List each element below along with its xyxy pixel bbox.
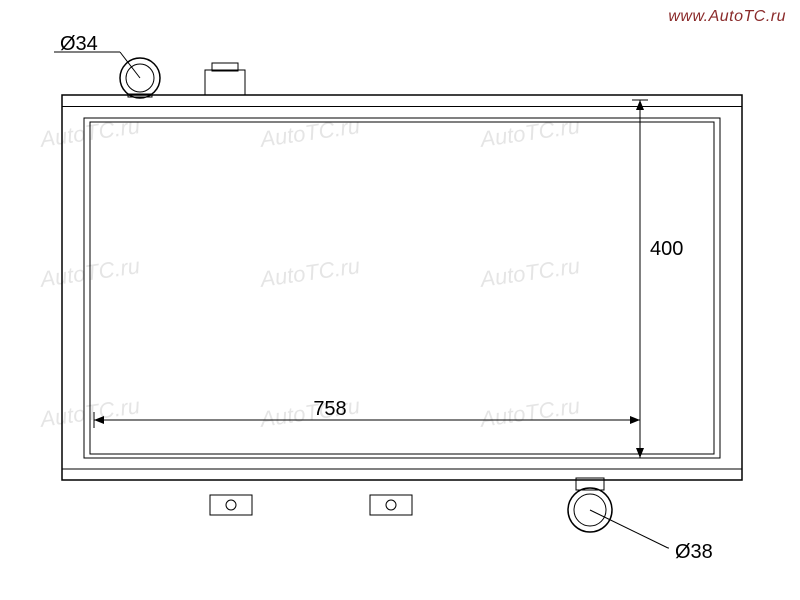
dimension-width-value: 758 (313, 398, 346, 420)
mount-bracket-top (205, 63, 245, 95)
radiator-core-inset (90, 122, 714, 454)
arrow-right (630, 416, 640, 424)
arrow-left (94, 416, 104, 424)
drawing-canvas: www.AutoTC.ru AutoTC.ruAutoTC.ruAutoTC.r… (0, 0, 800, 600)
radiator-core (84, 118, 720, 458)
dimension-height-value: 400 (650, 238, 683, 260)
diameter-bottom-label: Ø38 (675, 541, 713, 563)
outlet-bottom (568, 478, 612, 532)
diameter-top-label: Ø34 (60, 33, 98, 55)
diagram-svg: 758 400 Ø34 Ø38 (0, 0, 800, 600)
dimension-height: 400 (632, 100, 683, 458)
arrow-down (636, 448, 644, 458)
mount-brackets-bottom (210, 495, 412, 515)
leader-diameter-top: Ø34 (54, 33, 140, 78)
arrow-up (636, 100, 644, 110)
leader-diameter-bottom: Ø38 (590, 510, 713, 563)
dimension-width: 758 (94, 398, 640, 428)
